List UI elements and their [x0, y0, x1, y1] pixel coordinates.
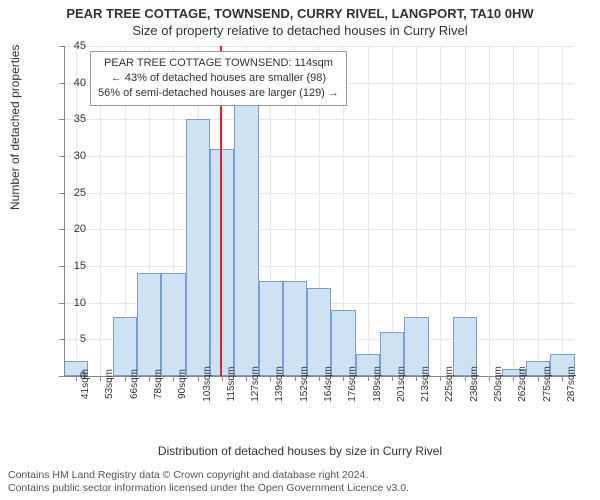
y-tick-label: 30 [74, 150, 86, 162]
x-tick-mark [295, 376, 296, 381]
x-tick-mark [270, 376, 271, 381]
x-tick-mark [76, 376, 77, 381]
x-tick-mark [392, 376, 393, 381]
x-axis-label: Distribution of detached houses by size … [0, 444, 600, 458]
x-tick-mark [368, 376, 369, 381]
x-tick-label: 164sqm [323, 366, 334, 402]
gridline-v [513, 46, 514, 376]
x-tick-mark [538, 376, 539, 381]
histogram-bar [137, 273, 161, 376]
histogram-bar [283, 281, 307, 376]
y-tick-label: 25 [74, 187, 86, 199]
x-tick-label: 90sqm [177, 369, 188, 399]
y-tick-label: 5 [80, 333, 86, 345]
gridline-v [489, 46, 490, 376]
x-tick-label: 152sqm [299, 366, 310, 402]
histogram-bar [234, 75, 258, 376]
histogram-bar [259, 281, 283, 376]
histogram-bar [113, 317, 137, 376]
histogram-bar [186, 119, 210, 376]
x-tick-label: 250sqm [493, 366, 504, 402]
attribution-text: Contains HM Land Registry data © Crown c… [8, 469, 409, 496]
y-tick-mark [59, 339, 64, 340]
x-tick-mark [343, 376, 344, 381]
gridline-v [440, 46, 441, 376]
x-tick-label: 103sqm [202, 366, 213, 402]
x-tick-label: 287sqm [566, 366, 577, 402]
x-tick-label: 139sqm [274, 366, 285, 402]
histogram-bar [161, 273, 185, 376]
title-area: PEAR TREE COTTAGE, TOWNSEND, CURRY RIVEL… [0, 0, 600, 38]
y-tick-mark [59, 229, 64, 230]
x-tick-label: 66sqm [129, 369, 140, 399]
gridline-v [392, 46, 393, 376]
chart-subtitle: Size of property relative to detached ho… [0, 23, 600, 38]
annotation-line: ← 43% of detached houses are smaller (98… [98, 71, 339, 86]
x-tick-label: 189sqm [372, 366, 383, 402]
y-tick-label: 15 [74, 260, 86, 272]
x-tick-mark [489, 376, 490, 381]
y-tick-mark [59, 156, 64, 157]
x-tick-label: 201sqm [396, 366, 407, 402]
x-tick-mark [416, 376, 417, 381]
x-tick-mark [440, 376, 441, 381]
x-tick-label: 53sqm [104, 369, 115, 399]
chart-title: PEAR TREE COTTAGE, TOWNSEND, CURRY RIVEL… [0, 6, 600, 21]
y-tick-label: 35 [74, 113, 86, 125]
x-tick-label: 238sqm [469, 366, 480, 402]
x-tick-label: 115sqm [226, 367, 237, 402]
attribution-line: Contains public sector information licen… [8, 482, 409, 496]
y-tick-label: 45 [74, 40, 86, 52]
x-tick-mark [562, 376, 563, 381]
gridline-v [368, 46, 369, 376]
x-tick-mark [222, 376, 223, 381]
x-tick-label: 176sqm [347, 366, 358, 402]
chart-container: PEAR TREE COTTAGE, TOWNSEND, CURRY RIVEL… [0, 0, 600, 500]
y-tick-mark [59, 46, 64, 47]
y-tick-mark [59, 376, 64, 377]
x-tick-label: 262sqm [517, 366, 528, 402]
x-tick-label: 41sqm [80, 369, 91, 399]
x-tick-mark [125, 376, 126, 381]
gridline-v [562, 46, 563, 376]
y-axis-line [64, 46, 65, 376]
x-tick-label: 225sqm [444, 366, 455, 402]
y-tick-mark [59, 303, 64, 304]
y-tick-mark [59, 193, 64, 194]
x-tick-mark [465, 376, 466, 381]
y-tick-mark [59, 119, 64, 120]
histogram-bar [307, 288, 331, 376]
annotation-box: PEAR TREE COTTAGE TOWNSEND: 114sqm ← 43%… [90, 51, 347, 106]
y-tick-label: 40 [74, 77, 86, 89]
x-tick-mark [100, 376, 101, 381]
gridline-v [76, 46, 77, 376]
y-tick-label: 20 [74, 223, 86, 235]
annotation-line: 56% of semi-detached houses are larger (… [98, 86, 339, 101]
annotation-line: PEAR TREE COTTAGE TOWNSEND: 114sqm [98, 56, 339, 71]
x-tick-mark [198, 376, 199, 381]
x-tick-mark [149, 376, 150, 381]
x-tick-label: 213sqm [420, 366, 431, 402]
attribution-line: Contains HM Land Registry data © Crown c… [8, 469, 409, 483]
x-tick-mark [173, 376, 174, 381]
y-tick-label: 10 [74, 297, 86, 309]
x-tick-mark [513, 376, 514, 381]
x-tick-label: 78sqm [153, 369, 164, 399]
y-axis-label: Number of detached properties [8, 45, 22, 210]
x-tick-mark [246, 376, 247, 381]
y-tick-mark [59, 83, 64, 84]
x-tick-label: 275sqm [542, 366, 553, 402]
gridline-v [538, 46, 539, 376]
y-tick-mark [59, 266, 64, 267]
x-tick-label: 127sqm [250, 366, 261, 402]
x-tick-mark [319, 376, 320, 381]
